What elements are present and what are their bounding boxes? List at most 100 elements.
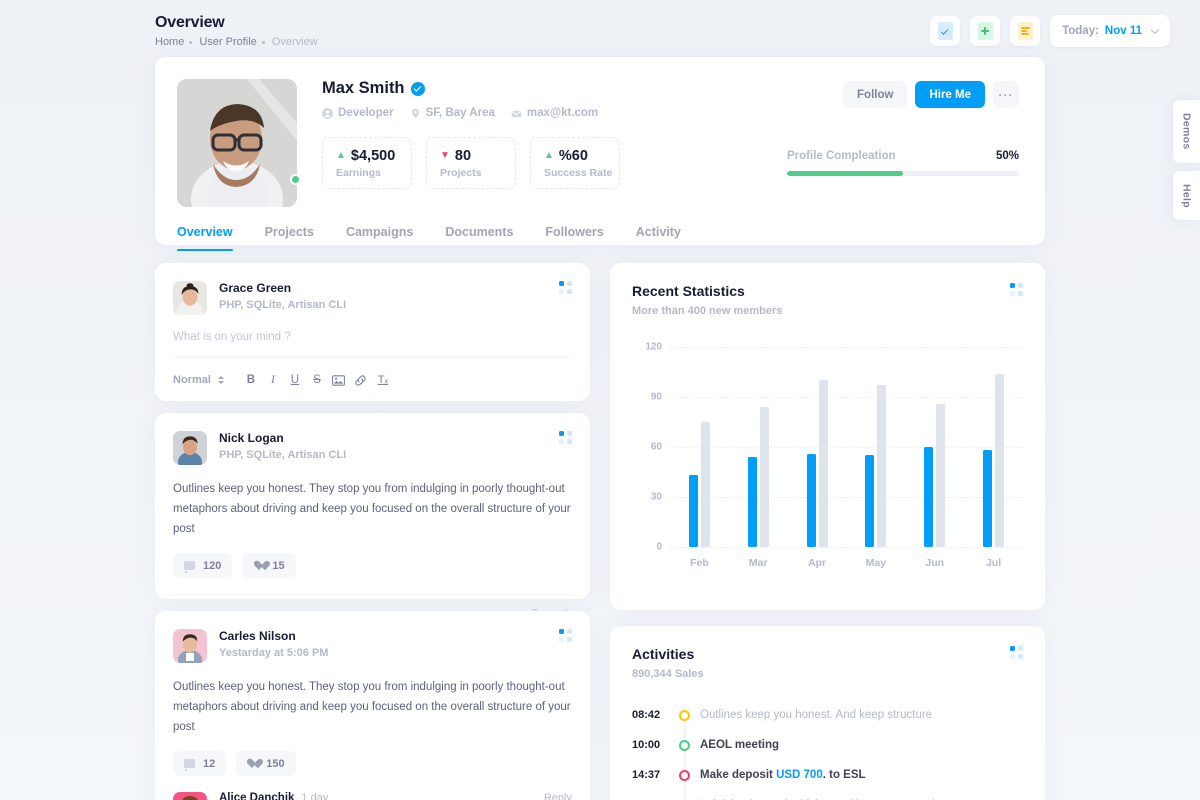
post-header: Nick Logan PHP, SQLite, Artisan CLI: [173, 431, 572, 465]
document-check-button[interactable]: [930, 16, 961, 46]
timeline-item[interactable]: 08:42 Outlines keep you honest. And keep …: [632, 700, 1023, 730]
clear-format-icon[interactable]: Tₓ: [377, 374, 389, 386]
chart-bar-group: [905, 347, 964, 547]
italic-icon[interactable]: I: [270, 374, 275, 386]
timeline-time: 14:37: [632, 769, 661, 781]
timeline-item[interactable]: 10:00 AEOL meeting: [632, 730, 1023, 760]
tab-followers[interactable]: Followers: [545, 225, 604, 239]
image-icon[interactable]: [328, 370, 350, 390]
profile-right: Follow Hire Me ··· Profile Compleation 5…: [787, 79, 1019, 207]
avatar: [173, 792, 207, 800]
toolbar-right: Today: Nov 11: [930, 15, 1170, 47]
chart-bar: [806, 453, 816, 547]
stat-success-rate-value: %60: [558, 147, 588, 164]
hire-me-button[interactable]: Hire Me: [915, 81, 985, 108]
profile-action-buttons: Follow Hire Me ···: [787, 81, 1019, 108]
rail-tab-demos[interactable]: Demos: [1173, 100, 1200, 163]
arrow-down-icon: ▼: [440, 149, 450, 161]
chart-x-label: Apr: [808, 557, 827, 569]
compose-header: Grace Green PHP, SQLite, Artisan CLI: [173, 281, 572, 315]
page-title: Overview: [155, 14, 225, 31]
tab-overview[interactable]: Overview: [177, 225, 233, 251]
toolbar-left: Overview Home User Profile Overview: [155, 14, 318, 48]
heart-icon: [247, 758, 258, 769]
profile-completion-percent: 50%: [995, 150, 1019, 162]
compose-author-info: Grace Green PHP, SQLite, Artisan CLI: [219, 281, 547, 311]
profile-completion: Profile Compleation 50%: [787, 150, 1019, 176]
comments-pill[interactable]: 12: [173, 751, 227, 777]
chart-bar: [983, 450, 993, 547]
stat-projects-label: Projects: [440, 166, 482, 179]
breadcrumb-item-home[interactable]: Home: [155, 36, 185, 48]
chart-bars: [670, 347, 1023, 547]
link-icon[interactable]: [350, 370, 372, 390]
avatar: [173, 629, 207, 663]
profile-meta-location[interactable]: SF, Bay Area: [410, 107, 495, 119]
tab-campaigns[interactable]: Campaigns: [345, 225, 414, 239]
date-picker[interactable]: Today: Nov 11: [1050, 15, 1170, 47]
chart-x-label: Jul: [985, 557, 1002, 569]
profile-name-row: Max Smith: [322, 79, 787, 98]
breadcrumb: Home User Profile Overview: [155, 36, 318, 48]
post-card: Carles Nilson Yestarday at 5:06 PM Outli…: [155, 611, 590, 800]
comments-pill[interactable]: 120: [173, 553, 233, 579]
comment-header: Alice Danchik 1 day Reply: [219, 792, 572, 800]
tab-projects[interactable]: Projects: [264, 225, 314, 239]
more-options-button[interactable]: ···: [993, 81, 1019, 108]
breadcrumb-item-user-profile[interactable]: User Profile: [199, 36, 257, 48]
statistics-header: Recent Statistics More than 400 new memb…: [632, 283, 1023, 317]
chart-gridline: [670, 497, 1023, 498]
comment-reply-button[interactable]: Reply: [543, 792, 572, 800]
grid-menu-icon[interactable]: [559, 629, 572, 642]
tab-documents[interactable]: Documents: [445, 225, 514, 239]
chart-bar: [759, 407, 769, 547]
stat-earnings-label: Earnings: [336, 166, 381, 179]
chart-x-label: Mar: [748, 557, 768, 569]
document-add-button[interactable]: [970, 16, 1001, 46]
timeline-item[interactable]: 14:37 Make deposit USD 700. to ESL: [632, 760, 1023, 790]
underline-icon[interactable]: U: [290, 374, 300, 386]
likes-count: 15: [272, 559, 285, 572]
activities-title: Activities: [632, 646, 695, 662]
statistics-bar-chart: 0 30 60 90 120 Feb Mar Apr May Jun Jul: [632, 341, 1023, 576]
stat-earnings-value: $4,500: [350, 147, 396, 164]
grid-menu-icon[interactable]: [559, 281, 572, 294]
profile-meta-role[interactable]: Developer: [322, 107, 394, 119]
grid-menu-icon[interactable]: [1010, 646, 1023, 659]
comment-author-name: Alice Danchik: [219, 792, 295, 800]
profile-meta-email[interactable]: max@kt.com: [511, 107, 598, 119]
bold-icon[interactable]: B: [246, 374, 256, 386]
user-icon: [322, 107, 333, 119]
post-author-photo: [173, 431, 207, 465]
document-lines-icon: [1017, 22, 1033, 40]
chart-y-tick: 120: [645, 341, 662, 353]
text-style-select[interactable]: Normal: [173, 374, 224, 386]
document-lines-button[interactable]: [1010, 16, 1041, 46]
timeline-amount-link[interactable]: USD 700: [776, 769, 823, 781]
follow-button[interactable]: Follow: [843, 81, 908, 108]
likes-pill[interactable]: 150: [236, 751, 296, 777]
rail-tab-help[interactable]: Help: [1173, 170, 1200, 221]
tab-activity[interactable]: Activity: [635, 225, 681, 239]
chart-bar-group: [788, 347, 847, 547]
compose-input[interactable]: What is on your mind ?: [173, 331, 291, 343]
grid-menu-icon[interactable]: [559, 431, 572, 444]
timeline-dot-icon: [679, 739, 690, 751]
recent-statistics-card: Recent Statistics More than 400 new memb…: [610, 263, 1045, 610]
activities-title-block: Activities 890,344 Sales: [632, 646, 704, 680]
likes-pill[interactable]: 15: [242, 553, 296, 579]
grid-menu-icon[interactable]: [1010, 283, 1023, 296]
arrow-up-icon: ▲: [544, 149, 554, 161]
rail-tab-help-label: Help: [1180, 183, 1193, 208]
timeline-dot-icon: [679, 709, 690, 721]
profile-main: Max Smith Developer SF, Bay Area max@kt.…: [297, 79, 787, 207]
timeline-item[interactable]: 16:50Indulging in poorly driving and kee…: [632, 790, 1023, 800]
post-author-name: Carles Nilson: [219, 629, 296, 643]
strikethrough-icon[interactable]: S: [313, 374, 321, 386]
profile-meta-role-label: Developer: [338, 107, 394, 119]
profile-meta-location-label: SF, Bay Area: [425, 107, 495, 119]
profile-name[interactable]: Max Smith: [322, 79, 405, 97]
stat-success-rate: ▲ %60 Success Rate: [530, 137, 620, 189]
rail-tab-demos-label: Demos: [1180, 113, 1193, 150]
